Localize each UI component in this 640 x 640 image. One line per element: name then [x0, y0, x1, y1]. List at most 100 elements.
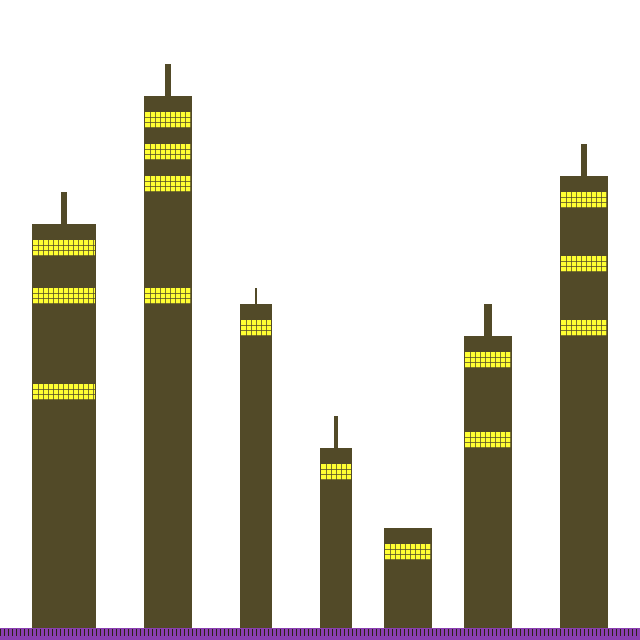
window-grid-line [73, 288, 74, 304]
skyline [32, 64, 608, 628]
window-grid-line [581, 320, 582, 336]
window-grid-line [53, 240, 54, 256]
lit-window-band [145, 144, 191, 160]
ground-tick [12, 629, 13, 636]
ground-tick [456, 629, 457, 636]
window-grid-line [601, 256, 602, 272]
window-grid-line [175, 288, 176, 304]
window-grid-line [321, 479, 351, 480]
ground-tick [540, 629, 541, 636]
window-grid-line [470, 432, 471, 448]
window-grid-line [465, 447, 511, 448]
building-4 [320, 416, 352, 628]
ground-tick [220, 629, 221, 636]
window-grid-line [68, 240, 69, 256]
ground-tick [448, 629, 449, 636]
window-grid-line [410, 544, 411, 560]
ground-strip [0, 628, 640, 640]
window-grid-line [53, 288, 54, 304]
window-grid-line [561, 261, 607, 262]
ground-tick [144, 629, 145, 636]
window-grid-line [505, 432, 506, 448]
window-grid-line [160, 288, 161, 304]
window-grid-line [38, 240, 39, 256]
building-body [384, 528, 432, 628]
ground-tick [580, 629, 581, 636]
ground-tick [468, 629, 469, 636]
ground-tick [620, 629, 621, 636]
window-grid-line [165, 288, 166, 304]
ground-tick [452, 629, 453, 636]
ground-tick [196, 629, 197, 636]
window-grid-line [190, 112, 191, 128]
window-grid-line [150, 288, 151, 304]
ground-tick [112, 629, 113, 636]
ground-tick [428, 629, 429, 636]
window-grid-line [33, 245, 95, 246]
window-grid-line [606, 256, 607, 272]
ground-tick [572, 629, 573, 636]
building-body [144, 96, 192, 628]
window-grid-line [180, 176, 181, 192]
window-grid-line [566, 192, 567, 208]
window-grid-line [241, 335, 271, 336]
window-grid-line [591, 256, 592, 272]
ground-tick [132, 629, 133, 636]
ground-tick [52, 629, 53, 636]
ground-tick [160, 629, 161, 636]
window-grid-line [561, 271, 607, 272]
window-band-fill [465, 352, 511, 368]
window-grid-line [480, 432, 481, 448]
window-grid-line [145, 127, 191, 128]
window-band-fill [145, 288, 191, 304]
window-grid-line [145, 186, 191, 187]
window-grid-line [83, 240, 84, 256]
window-grid-line [485, 432, 486, 448]
window-grid-line [470, 352, 471, 368]
ground-tick [560, 629, 561, 636]
ground-tick [244, 629, 245, 636]
lit-window-band [241, 320, 271, 336]
ground-tick [424, 629, 425, 636]
window-band-fill [145, 176, 191, 192]
antenna [581, 144, 587, 176]
window-grid-line [33, 399, 95, 400]
lit-window-band [561, 192, 607, 208]
window-grid-line [601, 192, 602, 208]
ground-tick [532, 629, 533, 636]
window-grid-line [385, 554, 431, 555]
window-grid-line [33, 298, 95, 299]
window-grid-line [465, 357, 511, 358]
window-grid-line [170, 288, 171, 304]
ground-tick [464, 629, 465, 636]
window-grid-line [385, 549, 431, 550]
ground-tick [528, 629, 529, 636]
window-grid-line [145, 159, 191, 160]
lit-window-band [33, 384, 95, 400]
window-band-fill [385, 544, 431, 560]
ground-tick [584, 629, 585, 636]
ground-tick [232, 629, 233, 636]
lit-window-band [561, 256, 607, 272]
window-grid-line [571, 256, 572, 272]
window-grid-line [465, 437, 511, 438]
ground-tick [156, 629, 157, 636]
window-grid-line [475, 432, 476, 448]
ground-tick [460, 629, 461, 636]
window-grid-line [78, 240, 79, 256]
window-grid-line [165, 112, 166, 128]
window-grid-line [321, 469, 351, 470]
window-grid-line [180, 288, 181, 304]
window-grid-line [175, 112, 176, 128]
ground-tick [408, 629, 409, 636]
building-body [240, 304, 272, 628]
building-6 [464, 304, 512, 628]
window-grid-line [33, 303, 95, 304]
ground-tick [240, 629, 241, 636]
window-grid-line [180, 112, 181, 128]
window-grid-line [576, 320, 577, 336]
ground-tick [288, 629, 289, 636]
antenna [484, 304, 492, 336]
ground-tick [588, 629, 589, 636]
